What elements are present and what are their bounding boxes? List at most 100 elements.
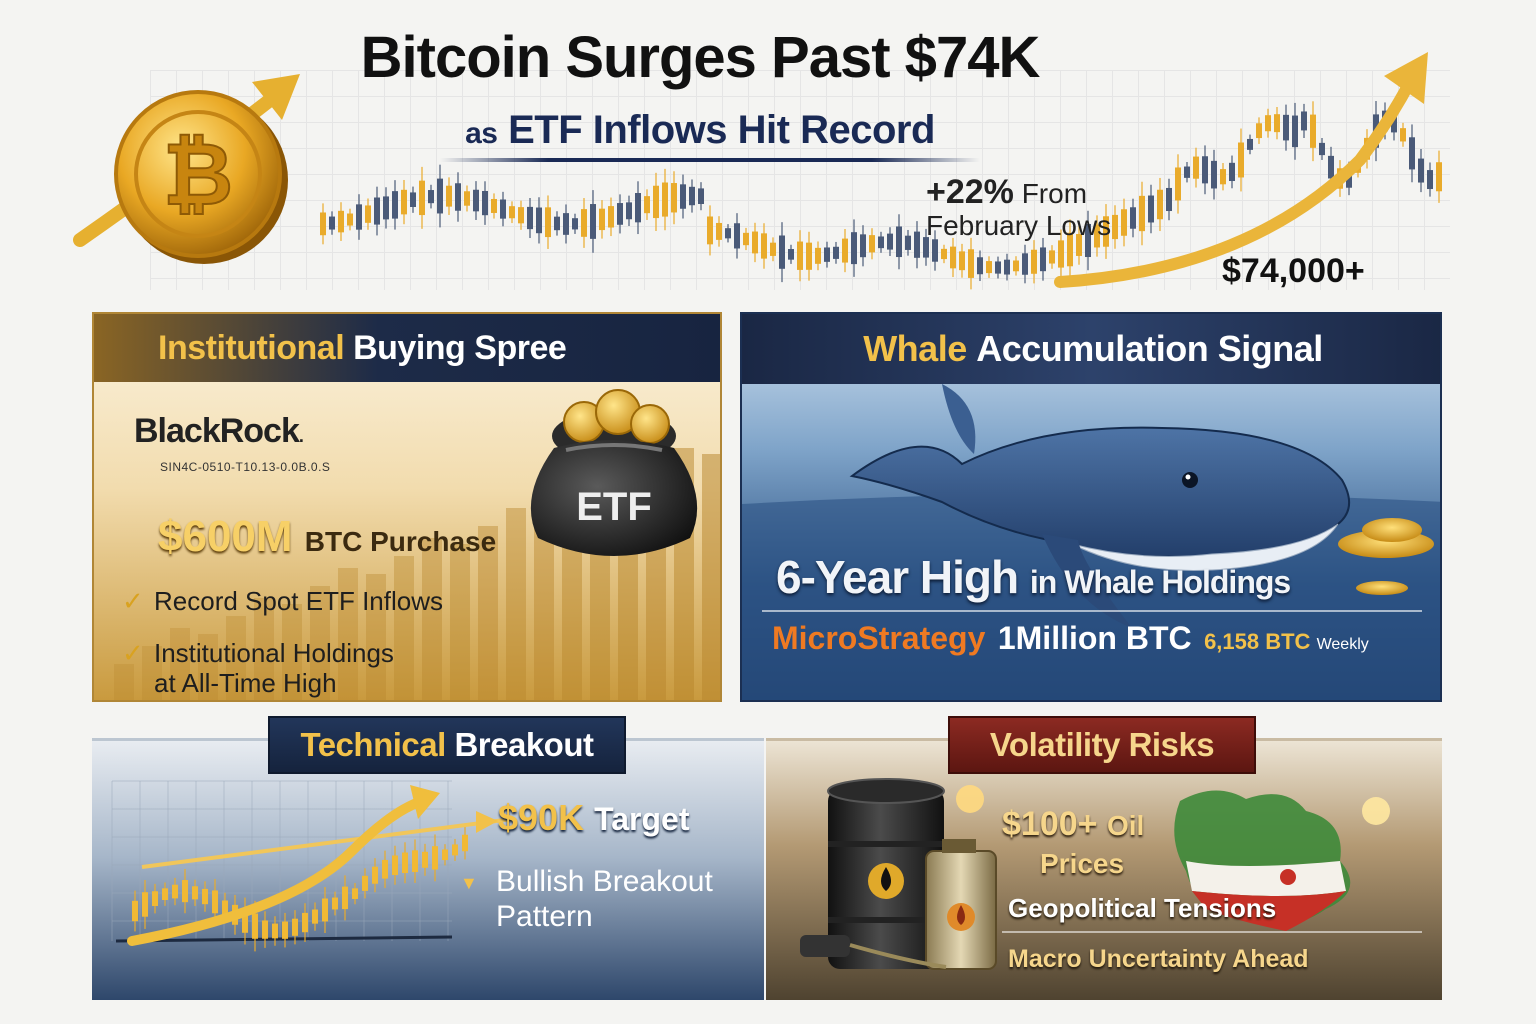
microstrategy-amount: 1Million BTC xyxy=(997,620,1192,656)
header-candle xyxy=(518,207,524,224)
tech-candle xyxy=(212,890,218,914)
header-candle xyxy=(500,199,506,219)
decor-bar xyxy=(114,664,134,700)
decor-bar xyxy=(702,454,720,700)
tech-candle xyxy=(272,923,278,939)
header-candle xyxy=(1022,253,1028,275)
header-candle xyxy=(473,189,479,212)
purchase-amount: $600M BTC Purchase xyxy=(158,512,497,561)
header-candle xyxy=(1247,138,1253,150)
change-percent: +22% xyxy=(926,173,1014,211)
header-candle xyxy=(356,204,362,230)
header-candle xyxy=(653,185,659,219)
header-candle xyxy=(428,190,434,204)
header-candle xyxy=(788,249,794,260)
header-candle xyxy=(1256,123,1262,139)
header-candle xyxy=(833,246,839,259)
tech-axis xyxy=(115,935,453,943)
page-subtitle: as ETF Inflows Hit Record xyxy=(420,108,980,153)
header-candle xyxy=(1175,167,1181,201)
header-candle xyxy=(1094,224,1100,248)
institutional-title-rest: Buying Spree xyxy=(353,328,567,367)
header-candle xyxy=(1328,155,1334,179)
technical-panel: $90K Target ▼ Bullish Breakout Pattern xyxy=(92,738,764,1000)
header-candle xyxy=(1049,250,1055,264)
checkmark-icon: ✓ xyxy=(122,586,144,616)
header-candle xyxy=(1436,162,1442,192)
tech-candle xyxy=(372,866,378,884)
tech-candle xyxy=(432,846,438,870)
header-candle xyxy=(1139,195,1145,232)
header-candle xyxy=(1319,142,1325,156)
decor-bar xyxy=(198,634,218,700)
subtitle-text: ETF Inflows Hit Record xyxy=(508,108,935,152)
tech-candle xyxy=(402,852,408,873)
header-candle xyxy=(1148,195,1154,223)
header-candle xyxy=(1229,162,1235,182)
header-candle xyxy=(329,216,335,230)
header-candle xyxy=(914,231,920,258)
technical-title-rest: Breakout xyxy=(454,726,594,763)
header-candle xyxy=(1121,209,1127,236)
header-candle xyxy=(410,192,416,208)
decor-bar xyxy=(310,586,330,700)
tech-candle xyxy=(192,886,198,900)
header-candle xyxy=(1265,115,1271,132)
header-candle xyxy=(1085,223,1091,258)
current-price: $74,000+ xyxy=(1222,252,1365,290)
header-candle xyxy=(1103,216,1109,247)
header-candle xyxy=(590,204,596,239)
microstrategy-row: MicroStrategy 1Million BTC 6,158 BTC Wee… xyxy=(772,620,1369,657)
whale-holdings-high: 6-Year High in Whale Holdings xyxy=(776,551,1291,603)
tech-candle xyxy=(382,859,388,879)
microstrategy-weekly: 6,158 BTC Weekly xyxy=(1204,629,1369,654)
header-candle xyxy=(545,207,551,238)
header-candle xyxy=(320,212,326,236)
header-candle xyxy=(1427,170,1433,190)
header-candle xyxy=(392,191,398,219)
header-candle xyxy=(374,197,380,225)
header-candle xyxy=(509,206,515,219)
header-candle xyxy=(716,222,722,240)
header-candle xyxy=(1409,137,1415,170)
volatility-illustration xyxy=(800,778,1390,970)
tech-candle xyxy=(202,888,208,905)
header-candle xyxy=(1301,111,1307,131)
header-candle xyxy=(581,209,587,237)
tech-candle xyxy=(292,918,298,936)
header-candle xyxy=(608,206,614,228)
header-candle xyxy=(689,186,695,206)
header-candle xyxy=(968,249,974,278)
header-candle xyxy=(626,202,632,220)
technical-banner: Technical Breakout xyxy=(268,716,626,774)
header-section: ₿ Bitcoin Surges Past $74K as ETF Inflow… xyxy=(0,0,1536,300)
check-item-holdings: ✓ Institutional Holdings at All-Time High xyxy=(122,638,394,698)
header-candle xyxy=(860,234,866,258)
header-candle xyxy=(842,238,848,263)
price-change-stat: +22% From February Lows xyxy=(926,173,1156,242)
decor-bar xyxy=(394,556,414,700)
header-candle xyxy=(1076,234,1082,256)
header-candle xyxy=(986,261,992,274)
decor-bar xyxy=(226,616,246,700)
header-candlestick-chart xyxy=(73,52,1442,290)
decor-bar xyxy=(338,568,358,700)
header-candle xyxy=(959,251,965,271)
header-candle xyxy=(455,183,461,211)
header-candle xyxy=(1184,166,1190,178)
header-candle xyxy=(1013,260,1019,272)
header-candle xyxy=(896,226,902,258)
technical-title-highlight: Technical xyxy=(300,726,447,763)
title-underline xyxy=(440,158,980,162)
decor-bar xyxy=(142,646,162,700)
header-candle xyxy=(707,216,713,245)
header-candle xyxy=(1220,169,1226,185)
header-candle xyxy=(446,185,452,207)
volatility-divider xyxy=(1002,931,1422,933)
header-candle xyxy=(752,231,758,254)
header-candle xyxy=(734,223,740,249)
header-candle xyxy=(1031,249,1037,274)
tech-candle xyxy=(352,888,358,899)
header-candle xyxy=(635,193,641,223)
header-candle xyxy=(761,233,767,259)
